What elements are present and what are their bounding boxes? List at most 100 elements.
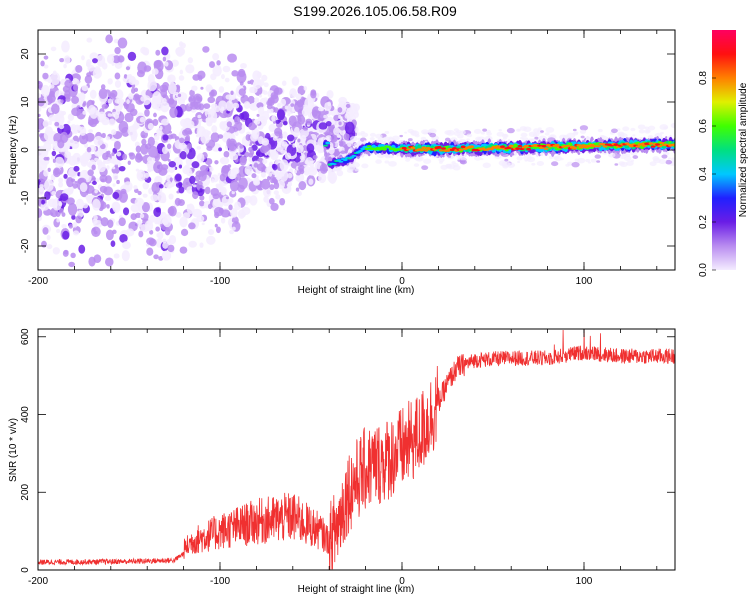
spectrogram-speckle-cell bbox=[141, 134, 146, 138]
colorbar-tick-label: 0.4 bbox=[698, 167, 709, 181]
spectrogram-speckle-cell bbox=[596, 160, 601, 163]
spectrogram-y-tick-label: 10 bbox=[20, 96, 31, 108]
spectrogram-ylabel: Frequency (Hz) bbox=[8, 116, 19, 185]
spectrogram-speckle-cell bbox=[622, 126, 630, 132]
spectrogram-speckle-cell bbox=[199, 188, 203, 193]
spectrogram-speckle-cell bbox=[304, 97, 315, 110]
spectrogram-speckle-cell bbox=[361, 132, 369, 138]
spectrogram-speckle-cell bbox=[207, 229, 215, 235]
snr-x-tick-label: -100 bbox=[210, 576, 230, 587]
spectrogram-speckle-cell bbox=[72, 230, 80, 236]
spectrogram-speckle-cell bbox=[287, 172, 293, 179]
spectrogram-speckle-cell bbox=[118, 165, 126, 172]
spectrogram-speckle-cell bbox=[253, 162, 259, 168]
snr-frame bbox=[37, 328, 676, 571]
spectrogram-speckle-cell bbox=[127, 51, 137, 61]
spectrogram-speckle-cell bbox=[244, 151, 250, 158]
spectrogram-speckle-cell bbox=[81, 55, 85, 61]
spectrogram-speckle-cell bbox=[234, 116, 241, 125]
spectrogram-speckle-cell bbox=[303, 85, 308, 91]
spectrogram-speckle-cell bbox=[41, 84, 50, 97]
spectrogram-speckle-cell bbox=[71, 95, 80, 104]
spectrogram-speckle-cell bbox=[88, 129, 94, 134]
spectrogram-speckle-cell bbox=[105, 136, 111, 141]
spectrogram-speckle-cell bbox=[161, 250, 172, 261]
spectrogram-speckle-cell bbox=[82, 110, 87, 115]
spectrogram-speckle-cell bbox=[480, 131, 486, 135]
spectrogram-speckle-cell bbox=[215, 183, 221, 188]
spectrogram-speckle-cell bbox=[48, 120, 53, 126]
spectrogram-ridge-cell bbox=[657, 145, 663, 148]
spectrogram-speckle-cell bbox=[219, 156, 230, 165]
spectrogram-ridge-cell bbox=[452, 147, 457, 150]
spectrogram-speckle-cell bbox=[420, 136, 427, 141]
spectrogram-speckle-cell bbox=[147, 79, 158, 92]
spectrogram-speckle-cell bbox=[107, 98, 113, 104]
spectrogram-speckle-cell bbox=[87, 119, 95, 126]
spectrogram-speckle-cell bbox=[188, 222, 196, 230]
spectrogram-speckle-cell bbox=[303, 167, 308, 172]
spectrogram-ridge-cell bbox=[445, 149, 451, 152]
spectrogram-speckle-cell bbox=[167, 244, 175, 253]
spectrogram-speckle-cell bbox=[112, 183, 116, 187]
spectrogram-speckle-cell bbox=[343, 133, 350, 141]
spectrogram-speckle-cell bbox=[113, 253, 120, 259]
spectrogram-speckle-cell bbox=[118, 120, 129, 134]
spectrogram-speckle-cell bbox=[75, 198, 84, 210]
spectrogram-speckle-cell bbox=[482, 128, 487, 132]
spectrogram-speckle-cell bbox=[199, 200, 205, 207]
spectrogram-speckle-cell bbox=[52, 197, 62, 211]
figure-title: S199.2026.105.06.58.R09 bbox=[293, 3, 457, 19]
spectrogram-speckle-cell bbox=[112, 166, 116, 170]
spectrogram-speckle-cell bbox=[630, 159, 635, 162]
spectrogram-speckle-cell bbox=[43, 130, 53, 141]
spectrogram-speckle-cell bbox=[178, 181, 183, 187]
spectrogram-speckle-cell bbox=[230, 90, 234, 95]
spectrogram-speckle-cell bbox=[225, 196, 229, 200]
spectrogram-speckle-cell bbox=[184, 136, 189, 142]
spectrogram-speckle-cell bbox=[517, 128, 521, 132]
spectrogram-speckle-cell bbox=[139, 213, 145, 219]
spectrogram-speckle-cell bbox=[388, 160, 397, 167]
spectrogram-speckle-cell bbox=[79, 126, 87, 136]
spectrogram-speckle-cell bbox=[405, 158, 411, 162]
spectrogram-speckle-cell bbox=[274, 138, 285, 152]
spectrogram-speckle-cell bbox=[38, 113, 41, 118]
spectrogram-speckle-cell bbox=[614, 163, 619, 166]
spectrogram-speckle-cell bbox=[297, 85, 306, 96]
spectrogram-speckle-cell bbox=[496, 131, 505, 137]
spectrogram-speckle-cell bbox=[270, 91, 279, 100]
spectrogram-speckle-cell bbox=[91, 100, 95, 105]
spectrogram-speckle-cell bbox=[414, 134, 420, 138]
spectrogram-speckle-cell bbox=[178, 186, 185, 194]
spectrogram-speckle-cell bbox=[58, 202, 63, 207]
spectrogram-speckle-cell bbox=[153, 207, 162, 218]
spectrogram-speckle-cell bbox=[658, 159, 667, 165]
spectrogram-speckle-cell bbox=[71, 107, 82, 117]
spectrogram-speckle-cell bbox=[207, 109, 218, 123]
spectrogram-speckle-cell bbox=[54, 121, 60, 127]
spectrogram-speckle-cell bbox=[107, 219, 114, 229]
spectrogram-speckle-cell bbox=[382, 136, 391, 142]
spectrogram-speckle-cell bbox=[108, 118, 116, 126]
spectrogram-speckle-cell bbox=[93, 230, 98, 235]
spectrogram-speckle-cell bbox=[207, 96, 216, 104]
spectrogram-speckle-cell bbox=[328, 146, 335, 155]
spectrogram-speckle-cell bbox=[175, 46, 184, 57]
spectrogram-speckle-cell bbox=[114, 163, 119, 169]
spectrogram-ridge-cell bbox=[325, 141, 331, 145]
spectrogram-speckle-cell bbox=[305, 118, 313, 125]
spectrogram-speckle-cell bbox=[528, 131, 538, 138]
spectrogram-speckle-cell bbox=[137, 190, 142, 196]
spectrogram-speckle-cell bbox=[295, 187, 300, 192]
spectrogram-speckle-cell bbox=[213, 196, 221, 207]
spectrogram-speckle-cell bbox=[263, 195, 269, 203]
spectrogram-speckle-cell bbox=[652, 156, 660, 161]
spectrogram-speckle-cell bbox=[325, 110, 329, 115]
spectrogram-speckle-cell bbox=[232, 102, 240, 109]
spectrogram-ridge-cell bbox=[366, 145, 372, 148]
spectrogram-speckle-cell bbox=[98, 88, 108, 100]
spectrogram-speckle-cell bbox=[92, 58, 98, 64]
spectrogram-speckle-cell bbox=[261, 119, 266, 125]
spectrogram-speckle-cell bbox=[219, 173, 226, 182]
